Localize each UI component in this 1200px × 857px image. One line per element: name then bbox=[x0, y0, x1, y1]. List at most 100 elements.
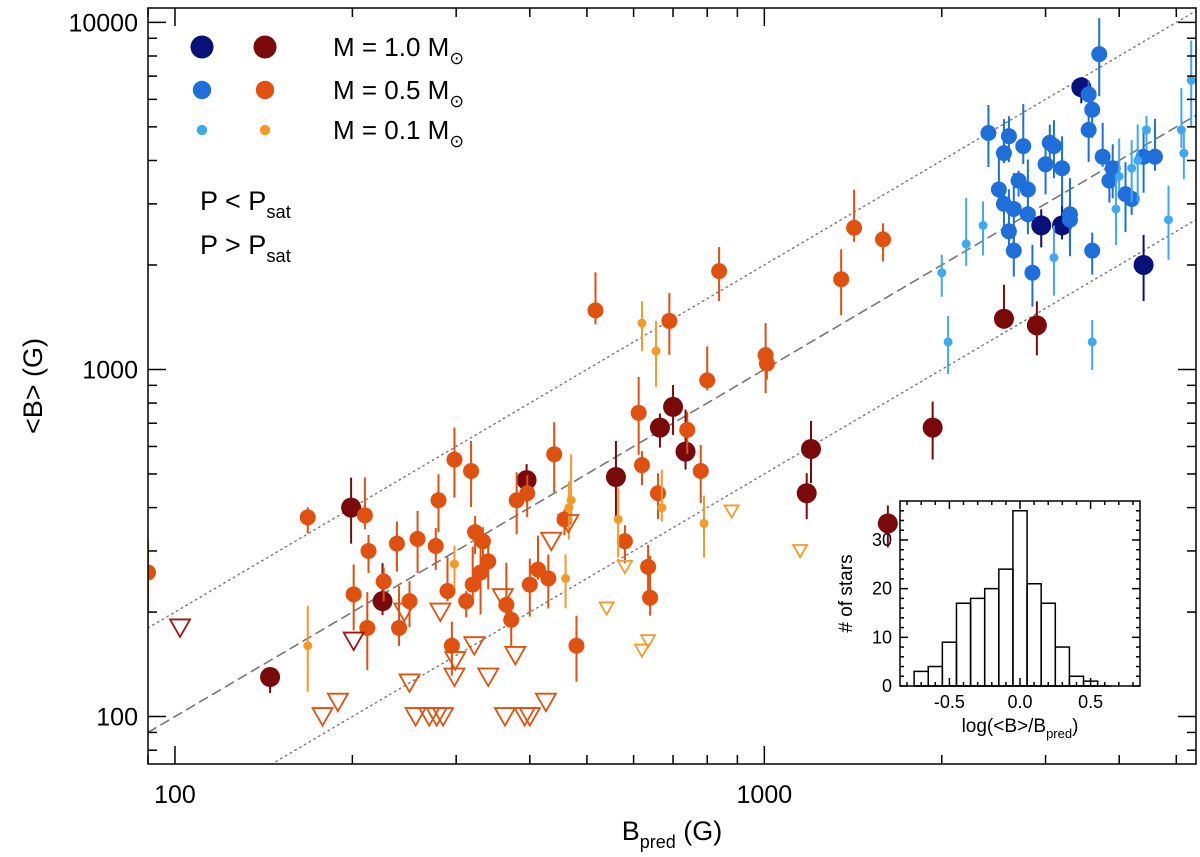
legend-marker-unsat bbox=[196, 124, 208, 136]
data-point bbox=[711, 263, 728, 280]
inset-frame bbox=[899, 500, 1141, 687]
data-point bbox=[943, 337, 953, 347]
data-point bbox=[359, 619, 376, 636]
data-point bbox=[922, 417, 943, 438]
period-label: P > Psat bbox=[200, 230, 291, 266]
inset-y-tick-label: 10 bbox=[872, 627, 892, 647]
data-point bbox=[303, 641, 313, 651]
data-point bbox=[1084, 101, 1101, 118]
upper-limit-marker bbox=[556, 514, 580, 535]
data-point bbox=[642, 589, 659, 606]
inset-background bbox=[900, 501, 1140, 686]
data-point bbox=[1146, 148, 1163, 165]
data-point bbox=[633, 457, 650, 474]
legend-marker-sat bbox=[259, 124, 271, 136]
data-point bbox=[679, 421, 696, 438]
period-label: P < Psat bbox=[200, 186, 291, 222]
data-point bbox=[356, 507, 373, 524]
data-point bbox=[1080, 86, 1097, 103]
data-points bbox=[148, 18, 1196, 728]
x-tick-label: 100 bbox=[154, 781, 196, 809]
data-point bbox=[630, 404, 647, 421]
data-point bbox=[1019, 181, 1036, 198]
upper-limit-marker bbox=[392, 602, 416, 623]
data-point bbox=[649, 485, 666, 502]
y-axis-label: <B> (G) bbox=[18, 338, 48, 434]
data-point bbox=[875, 231, 892, 248]
upper-limit-marker bbox=[493, 707, 517, 728]
data-point bbox=[472, 564, 489, 581]
reference-lines bbox=[148, 10, 1196, 764]
data-point bbox=[372, 591, 393, 612]
data-point bbox=[1091, 46, 1108, 63]
data-point bbox=[1133, 254, 1154, 275]
data-point bbox=[1080, 121, 1097, 138]
legend-marker-sat bbox=[255, 80, 275, 100]
data-point bbox=[463, 462, 480, 479]
y-tick-label: 10000 bbox=[68, 9, 138, 37]
data-point bbox=[341, 497, 362, 518]
inset-histogram: -0.5 0.0 0.5 0 10 20 30 log(<B>/Bpred) # of star… bbox=[836, 500, 1141, 741]
data-point bbox=[640, 558, 657, 575]
data-point bbox=[260, 667, 281, 688]
y-tick-label: 1000 bbox=[82, 356, 138, 384]
data-point bbox=[663, 396, 684, 417]
data-point bbox=[616, 533, 633, 550]
data-point bbox=[758, 355, 775, 372]
data-point bbox=[833, 271, 850, 288]
data-point bbox=[637, 318, 647, 328]
legend-marker-unsat bbox=[190, 35, 214, 59]
data-point bbox=[1024, 264, 1041, 281]
inset-y-tick-label: 20 bbox=[872, 579, 892, 599]
upper-limit-marker bbox=[476, 667, 500, 688]
upper-limit-marker bbox=[404, 707, 428, 728]
data-point bbox=[978, 220, 988, 230]
data-point bbox=[1127, 163, 1137, 173]
data-point bbox=[1049, 253, 1059, 263]
data-point bbox=[1094, 148, 1111, 165]
data-point bbox=[345, 586, 362, 603]
data-point bbox=[401, 593, 418, 610]
inset-x-tick-label: 0.5 bbox=[1078, 692, 1103, 712]
data-point bbox=[675, 441, 696, 462]
upper-limit-marker bbox=[598, 601, 616, 617]
data-point bbox=[480, 553, 497, 570]
data-point bbox=[388, 535, 405, 552]
data-point bbox=[449, 559, 459, 569]
data-point bbox=[1164, 215, 1174, 225]
legend: M = 1.0 M⊙ M = 0.5 M⊙ M = 0.1 M⊙ P < Psat P … bbox=[190, 32, 464, 266]
upper-limit-marker bbox=[491, 588, 515, 609]
data-point bbox=[613, 514, 623, 524]
data-point bbox=[1186, 76, 1196, 86]
data-point bbox=[1015, 138, 1032, 155]
data-point bbox=[540, 570, 557, 587]
upper-limit-marker bbox=[633, 643, 651, 659]
data-point bbox=[299, 509, 316, 526]
data-point bbox=[1019, 206, 1036, 223]
data-point bbox=[1061, 206, 1078, 223]
data-point bbox=[458, 593, 475, 610]
data-point bbox=[937, 268, 947, 278]
ref-line-upper-bound bbox=[148, 10, 1196, 629]
data-point bbox=[1111, 204, 1121, 214]
data-point bbox=[503, 611, 520, 628]
upper-limit-marker bbox=[431, 707, 455, 728]
data-point bbox=[443, 637, 460, 654]
data-point bbox=[464, 576, 481, 593]
upper-limit-marker bbox=[443, 651, 467, 672]
data-point bbox=[846, 219, 863, 236]
data-point bbox=[651, 346, 661, 356]
data-point bbox=[1087, 337, 1097, 347]
upper-limit-marker bbox=[534, 692, 558, 714]
data-point bbox=[375, 573, 392, 590]
upper-limit-marker bbox=[503, 646, 527, 667]
data-point bbox=[148, 564, 156, 581]
data-point bbox=[439, 583, 456, 600]
upper-limit-marker bbox=[168, 618, 192, 639]
data-point bbox=[980, 125, 997, 142]
data-point bbox=[474, 533, 491, 550]
upper-limit-marker bbox=[311, 707, 335, 728]
legend-marker-sat bbox=[253, 35, 277, 59]
data-point bbox=[699, 372, 716, 389]
